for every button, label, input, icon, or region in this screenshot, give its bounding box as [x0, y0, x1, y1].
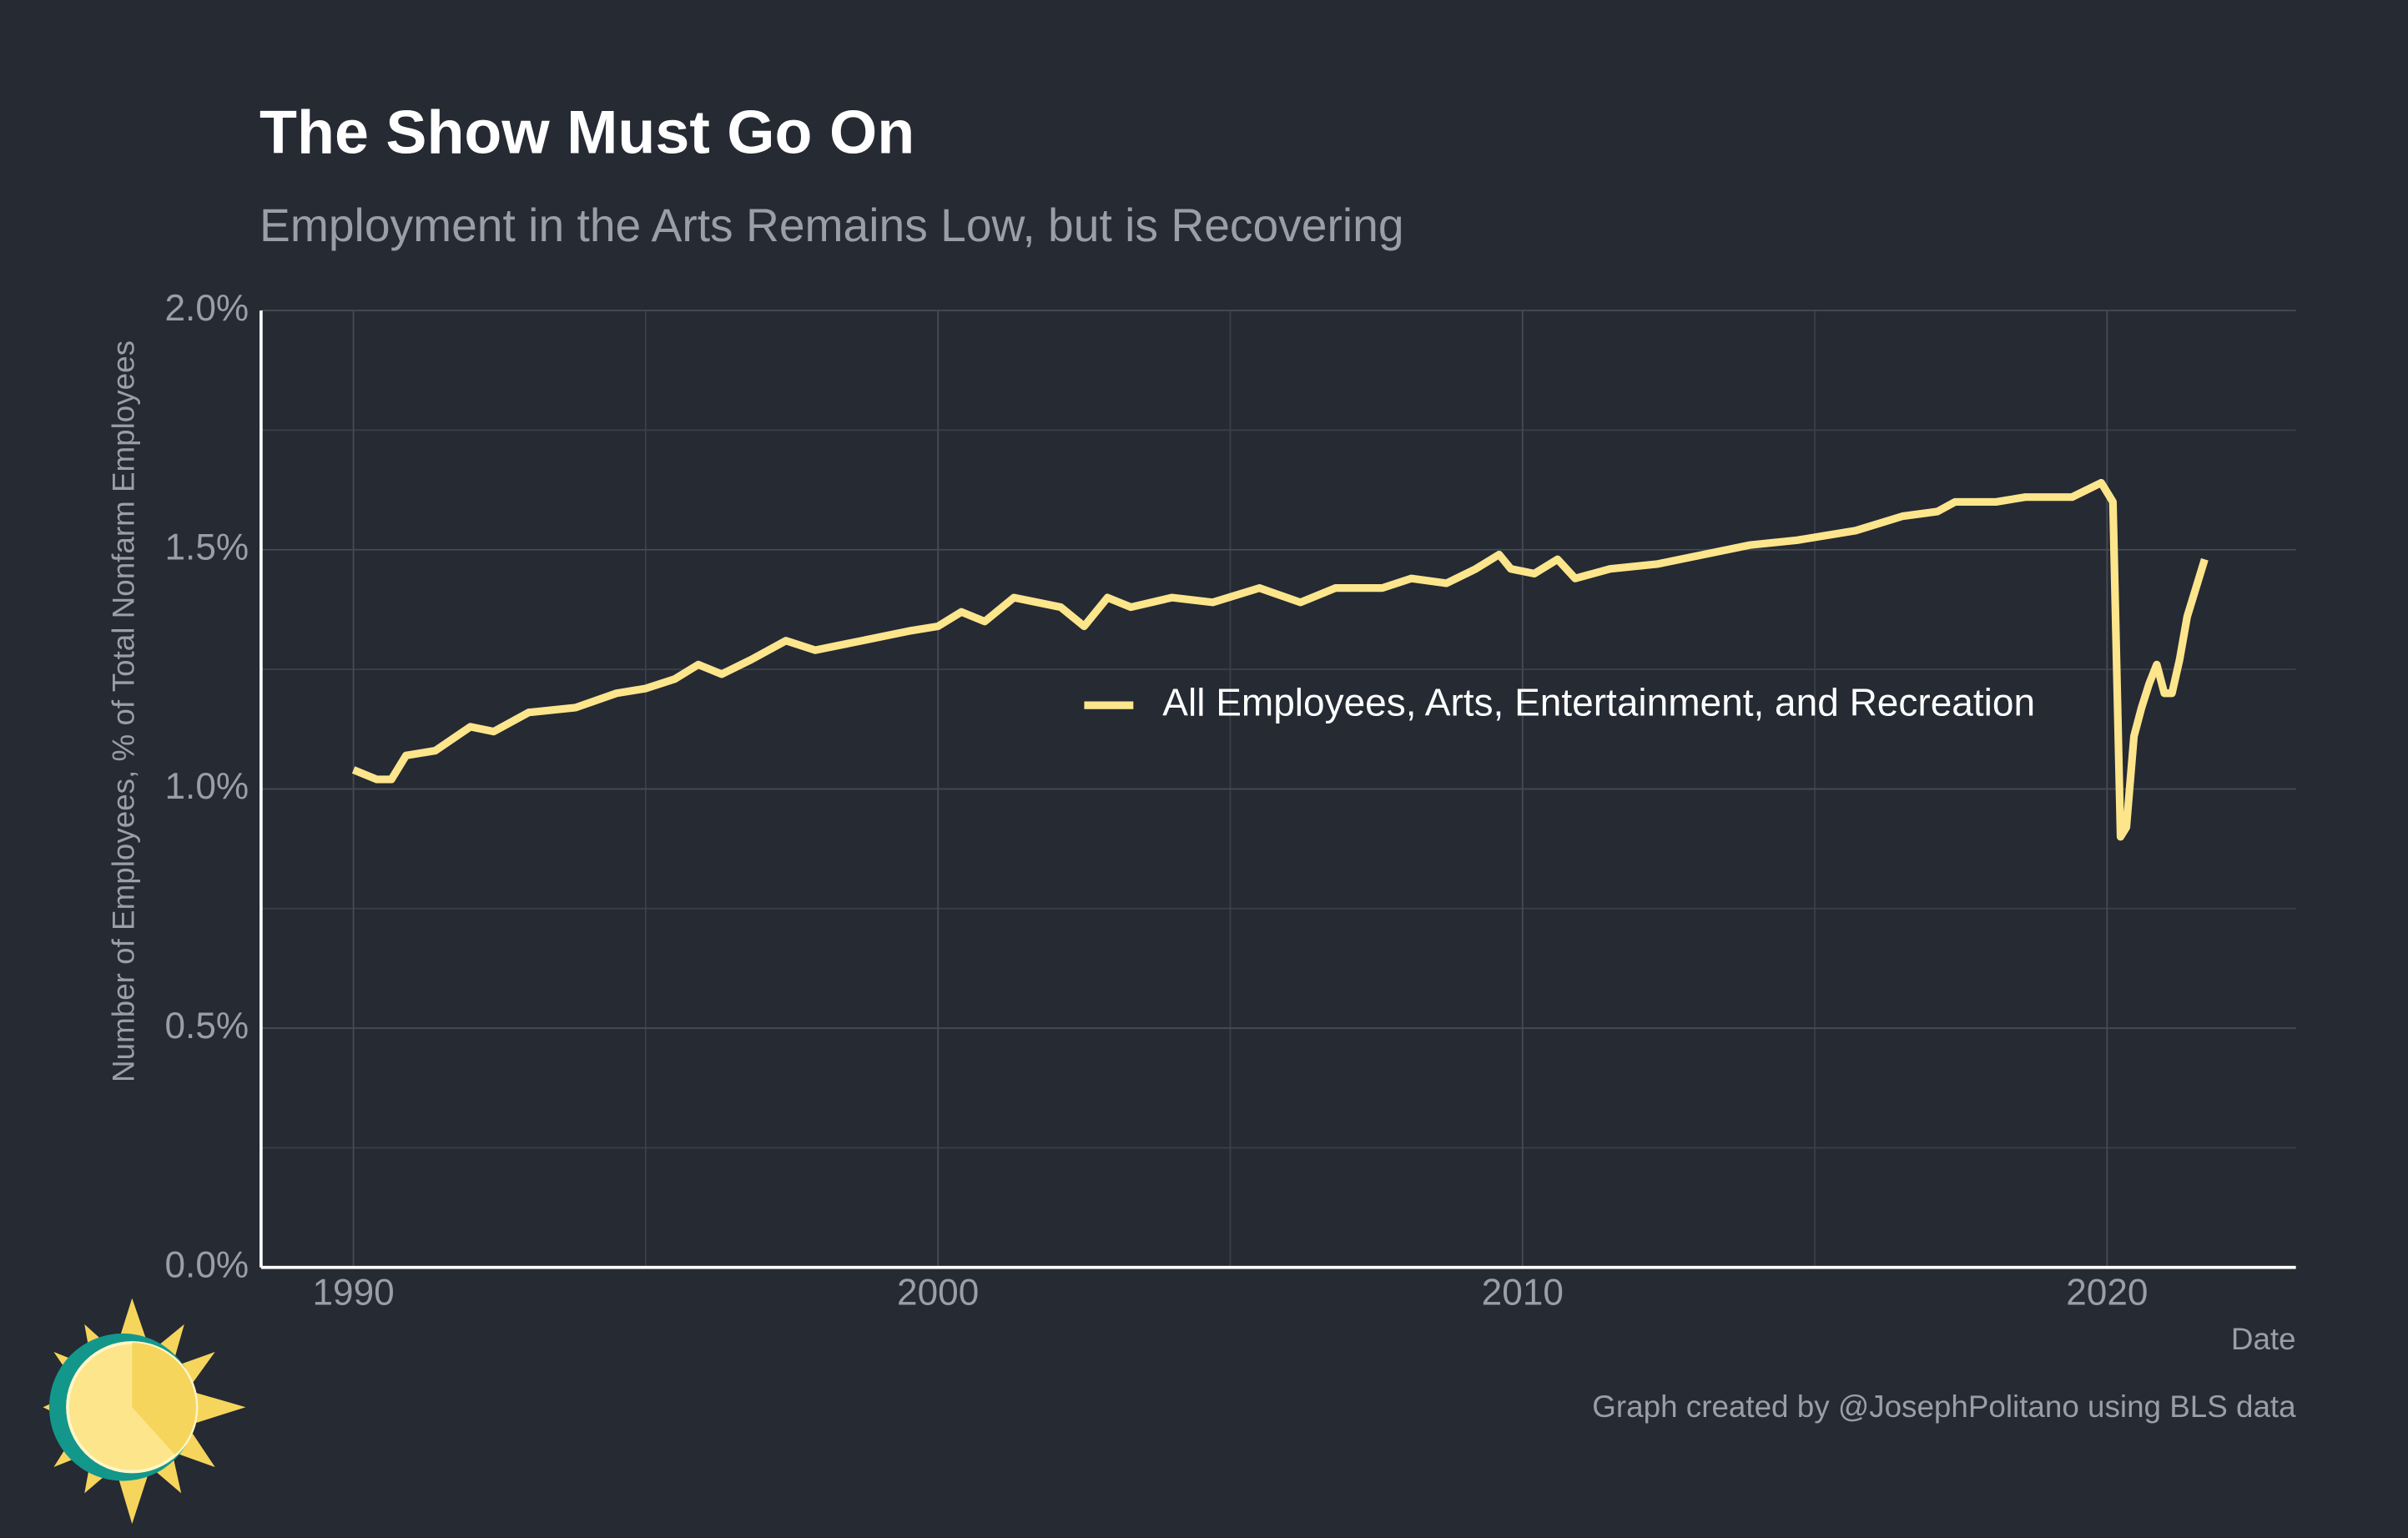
x-tick-label: 2020 — [2066, 1273, 2148, 1314]
y-tick-label: 0.5% — [165, 1006, 249, 1046]
y-tick-label: 2.0% — [165, 288, 249, 329]
data-line — [351, 478, 2209, 841]
y-tick-label: 0.0% — [165, 1244, 249, 1285]
y-tick-label: 1.5% — [165, 527, 249, 567]
caption: Graph created by @JosephPolitano using B… — [1592, 1389, 2296, 1424]
x-tick-label: 2000 — [897, 1273, 979, 1314]
legend-label: All Employees, Arts, Entertainment, and … — [1162, 680, 2035, 724]
y-tick-label: 1.0% — [165, 766, 249, 807]
logo — [43, 1298, 246, 1525]
chart-title: The Show Must Go On — [259, 98, 914, 167]
chart-subtitle: Employment in the Arts Remains Low, but … — [259, 199, 1404, 251]
logo-slice — [132, 1342, 196, 1455]
x-tick-label: 1990 — [312, 1273, 394, 1314]
x-tick-label: 2010 — [1482, 1273, 1564, 1314]
y-axis-label: Number of Employees, % of Total Nonfarm … — [107, 340, 141, 1082]
x-axis-label: Date — [2231, 1322, 2296, 1356]
